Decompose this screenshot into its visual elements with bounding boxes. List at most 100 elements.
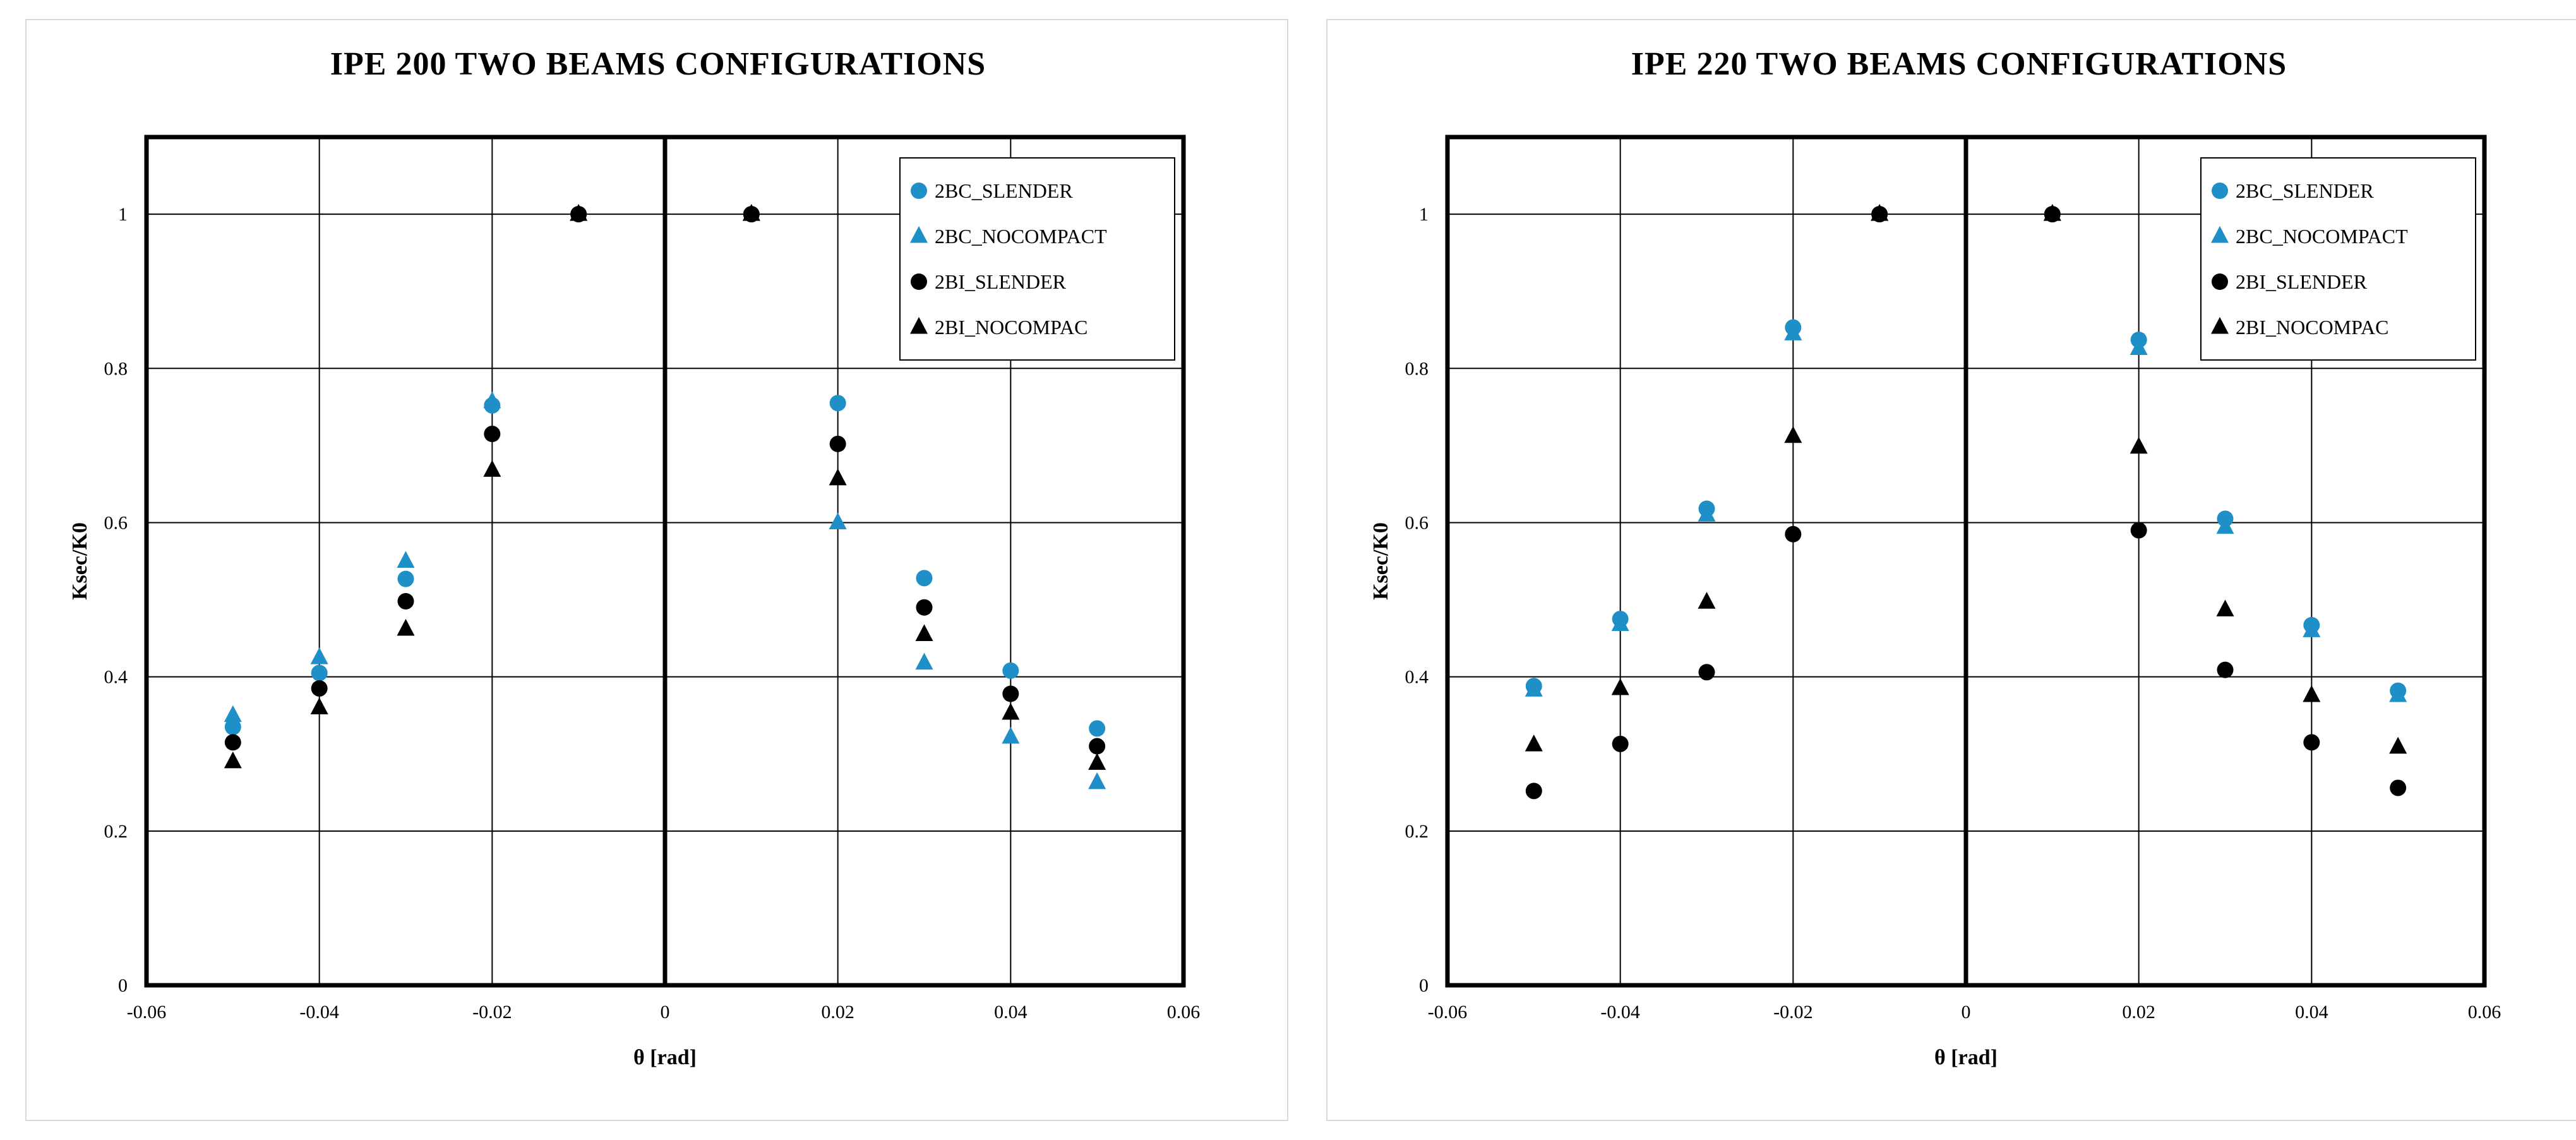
legend-marker bbox=[2212, 183, 2228, 199]
x-tick-label: -0.06 bbox=[1428, 1002, 1468, 1023]
data-point bbox=[1698, 664, 1715, 681]
y-tick-label: 0.4 bbox=[1405, 667, 1429, 688]
y-tick-label: 0.8 bbox=[1405, 358, 1429, 379]
data-point bbox=[2043, 203, 2061, 221]
data-point bbox=[1612, 735, 1629, 752]
series-2bi-nocompac bbox=[1525, 203, 2407, 754]
y-tick-label: 0 bbox=[1419, 975, 1429, 996]
data-point bbox=[2389, 736, 2407, 754]
data-point bbox=[1785, 525, 1802, 543]
x-tick-label: 0.02 bbox=[821, 1002, 854, 1023]
data-point bbox=[1525, 734, 1543, 752]
data-point bbox=[2130, 338, 2148, 356]
data-point bbox=[1002, 702, 1020, 720]
y-tick-label: 1 bbox=[1419, 204, 1429, 225]
data-point bbox=[2389, 685, 2407, 702]
data-point bbox=[1784, 426, 1802, 443]
x-tick-label: 0.04 bbox=[994, 1002, 1027, 1023]
y-tick-label: 0.6 bbox=[1405, 512, 1429, 533]
data-point bbox=[224, 734, 241, 751]
y-axis-title: Ksec/K0 bbox=[1369, 522, 1393, 600]
legend-label: 2BC_SLENDER bbox=[2236, 179, 2374, 202]
data-point bbox=[829, 435, 846, 452]
x-tick-label: 0.06 bbox=[2468, 1002, 2501, 1023]
data-point bbox=[1002, 726, 1020, 744]
data-point bbox=[2216, 599, 2234, 616]
legend-box bbox=[899, 157, 1175, 361]
data-point bbox=[397, 592, 414, 609]
data-point bbox=[829, 395, 846, 412]
data-point bbox=[483, 391, 501, 409]
data-point bbox=[1784, 323, 1802, 340]
legend-item: 2BC_SLENDER bbox=[911, 179, 1073, 202]
data-point bbox=[310, 697, 328, 714]
y-tick-label: 0.2 bbox=[1405, 821, 1429, 842]
data-point bbox=[2390, 779, 2407, 796]
legend-item: 2BI_SLENDER bbox=[2212, 270, 2368, 293]
x-tick-label: -0.02 bbox=[1773, 1002, 1813, 1023]
data-point bbox=[570, 203, 588, 221]
data-point bbox=[916, 570, 933, 587]
data-point bbox=[829, 512, 847, 529]
chart-title: IPE 200 TWO BEAMS CONFIGURATIONS bbox=[330, 46, 986, 82]
data-point bbox=[224, 705, 242, 723]
x-tick-label: -0.04 bbox=[1600, 1002, 1640, 1023]
chart-panel-ipe220: IPE 220 TWO BEAMS CONFIGURATIONS -0.06 -0… bbox=[1326, 19, 2576, 1121]
data-point bbox=[1698, 505, 1716, 522]
data-point bbox=[1611, 614, 1629, 632]
x-tick-label: 0.04 bbox=[2295, 1002, 2328, 1023]
data-point bbox=[2216, 517, 2234, 534]
legend-label: 2BI_SLENDER bbox=[935, 270, 1067, 293]
data-point bbox=[483, 460, 501, 477]
x-axis-title: θ [rad] bbox=[633, 1046, 697, 1069]
data-point bbox=[2130, 436, 2148, 454]
data-point bbox=[1698, 592, 1716, 609]
data-point bbox=[1611, 678, 1629, 695]
data-point bbox=[397, 570, 414, 587]
data-point bbox=[311, 680, 328, 697]
x-tick-label: 0.02 bbox=[2122, 1002, 2155, 1023]
legend-marker bbox=[2212, 273, 2228, 290]
chart-panel-ipe200: IPE 200 TWO BEAMS CONFIGURATIONS -0.06 -0… bbox=[25, 19, 1288, 1121]
legend-label: 2BC_NOCOMPACT bbox=[2236, 225, 2408, 248]
data-point bbox=[1088, 753, 1106, 770]
data-point bbox=[916, 599, 933, 616]
scatter-plot-ipe220: -0.06 -0.04 -0.02 0 0.02 0.04 0.06 0 0.2 0.4 0.6 0.… bbox=[1369, 135, 2501, 1069]
legend-marker bbox=[910, 316, 928, 334]
data-point bbox=[1002, 662, 1019, 679]
data-point bbox=[311, 664, 328, 681]
data-point bbox=[1871, 203, 1889, 221]
legend-box bbox=[2200, 157, 2476, 361]
data-point bbox=[224, 718, 241, 735]
legend-item: 2BI_SLENDER bbox=[911, 270, 1067, 293]
data-point bbox=[1089, 738, 1106, 755]
data-point bbox=[1088, 772, 1106, 789]
legend-label: 2BI_NOCOMPAC bbox=[2236, 316, 2388, 339]
series-2bi-nocompac bbox=[224, 203, 1106, 770]
legend: 2BC_SLENDER 2BC_NOCOMPACT 2BI_SLENDER 2BI_N… bbox=[2200, 157, 2476, 361]
scatter-plot-ipe200: -0.06 -0.04 -0.02 0 0.02 0.04 0.06 0 0.2 0.4 0.6 0.… bbox=[68, 135, 1201, 1069]
x-tick-label: -0.06 bbox=[127, 1002, 167, 1023]
x-tick-label: -0.04 bbox=[299, 1002, 339, 1023]
data-point bbox=[397, 618, 415, 636]
x-tick-label: 0.06 bbox=[1167, 1002, 1201, 1023]
data-point bbox=[915, 652, 933, 670]
legend-item: 2BC_NOCOMPACT bbox=[2211, 225, 2408, 248]
data-point bbox=[2303, 734, 2320, 751]
data-point bbox=[2217, 661, 2234, 678]
data-point bbox=[742, 203, 760, 221]
data-point bbox=[1089, 720, 1106, 737]
legend-marker bbox=[911, 183, 927, 199]
data-point bbox=[2130, 522, 2147, 539]
y-tick-label: 0.4 bbox=[104, 667, 128, 688]
y-axis-title: Ksec/K0 bbox=[68, 522, 92, 600]
legend-item: 2BC_SLENDER bbox=[2212, 179, 2374, 202]
legend-marker bbox=[2211, 316, 2229, 334]
data-point bbox=[397, 551, 415, 568]
chart-title: IPE 220 TWO BEAMS CONFIGURATIONS bbox=[1631, 46, 2287, 82]
y-tick-label: 0 bbox=[118, 975, 128, 996]
y-tick-label: 0.8 bbox=[104, 358, 128, 379]
legend: 2BC_SLENDER 2BC_NOCOMPACT 2BI_SLENDER 2BI_N… bbox=[899, 157, 1175, 361]
legend-marker bbox=[911, 273, 927, 290]
data-point bbox=[2303, 620, 2321, 637]
